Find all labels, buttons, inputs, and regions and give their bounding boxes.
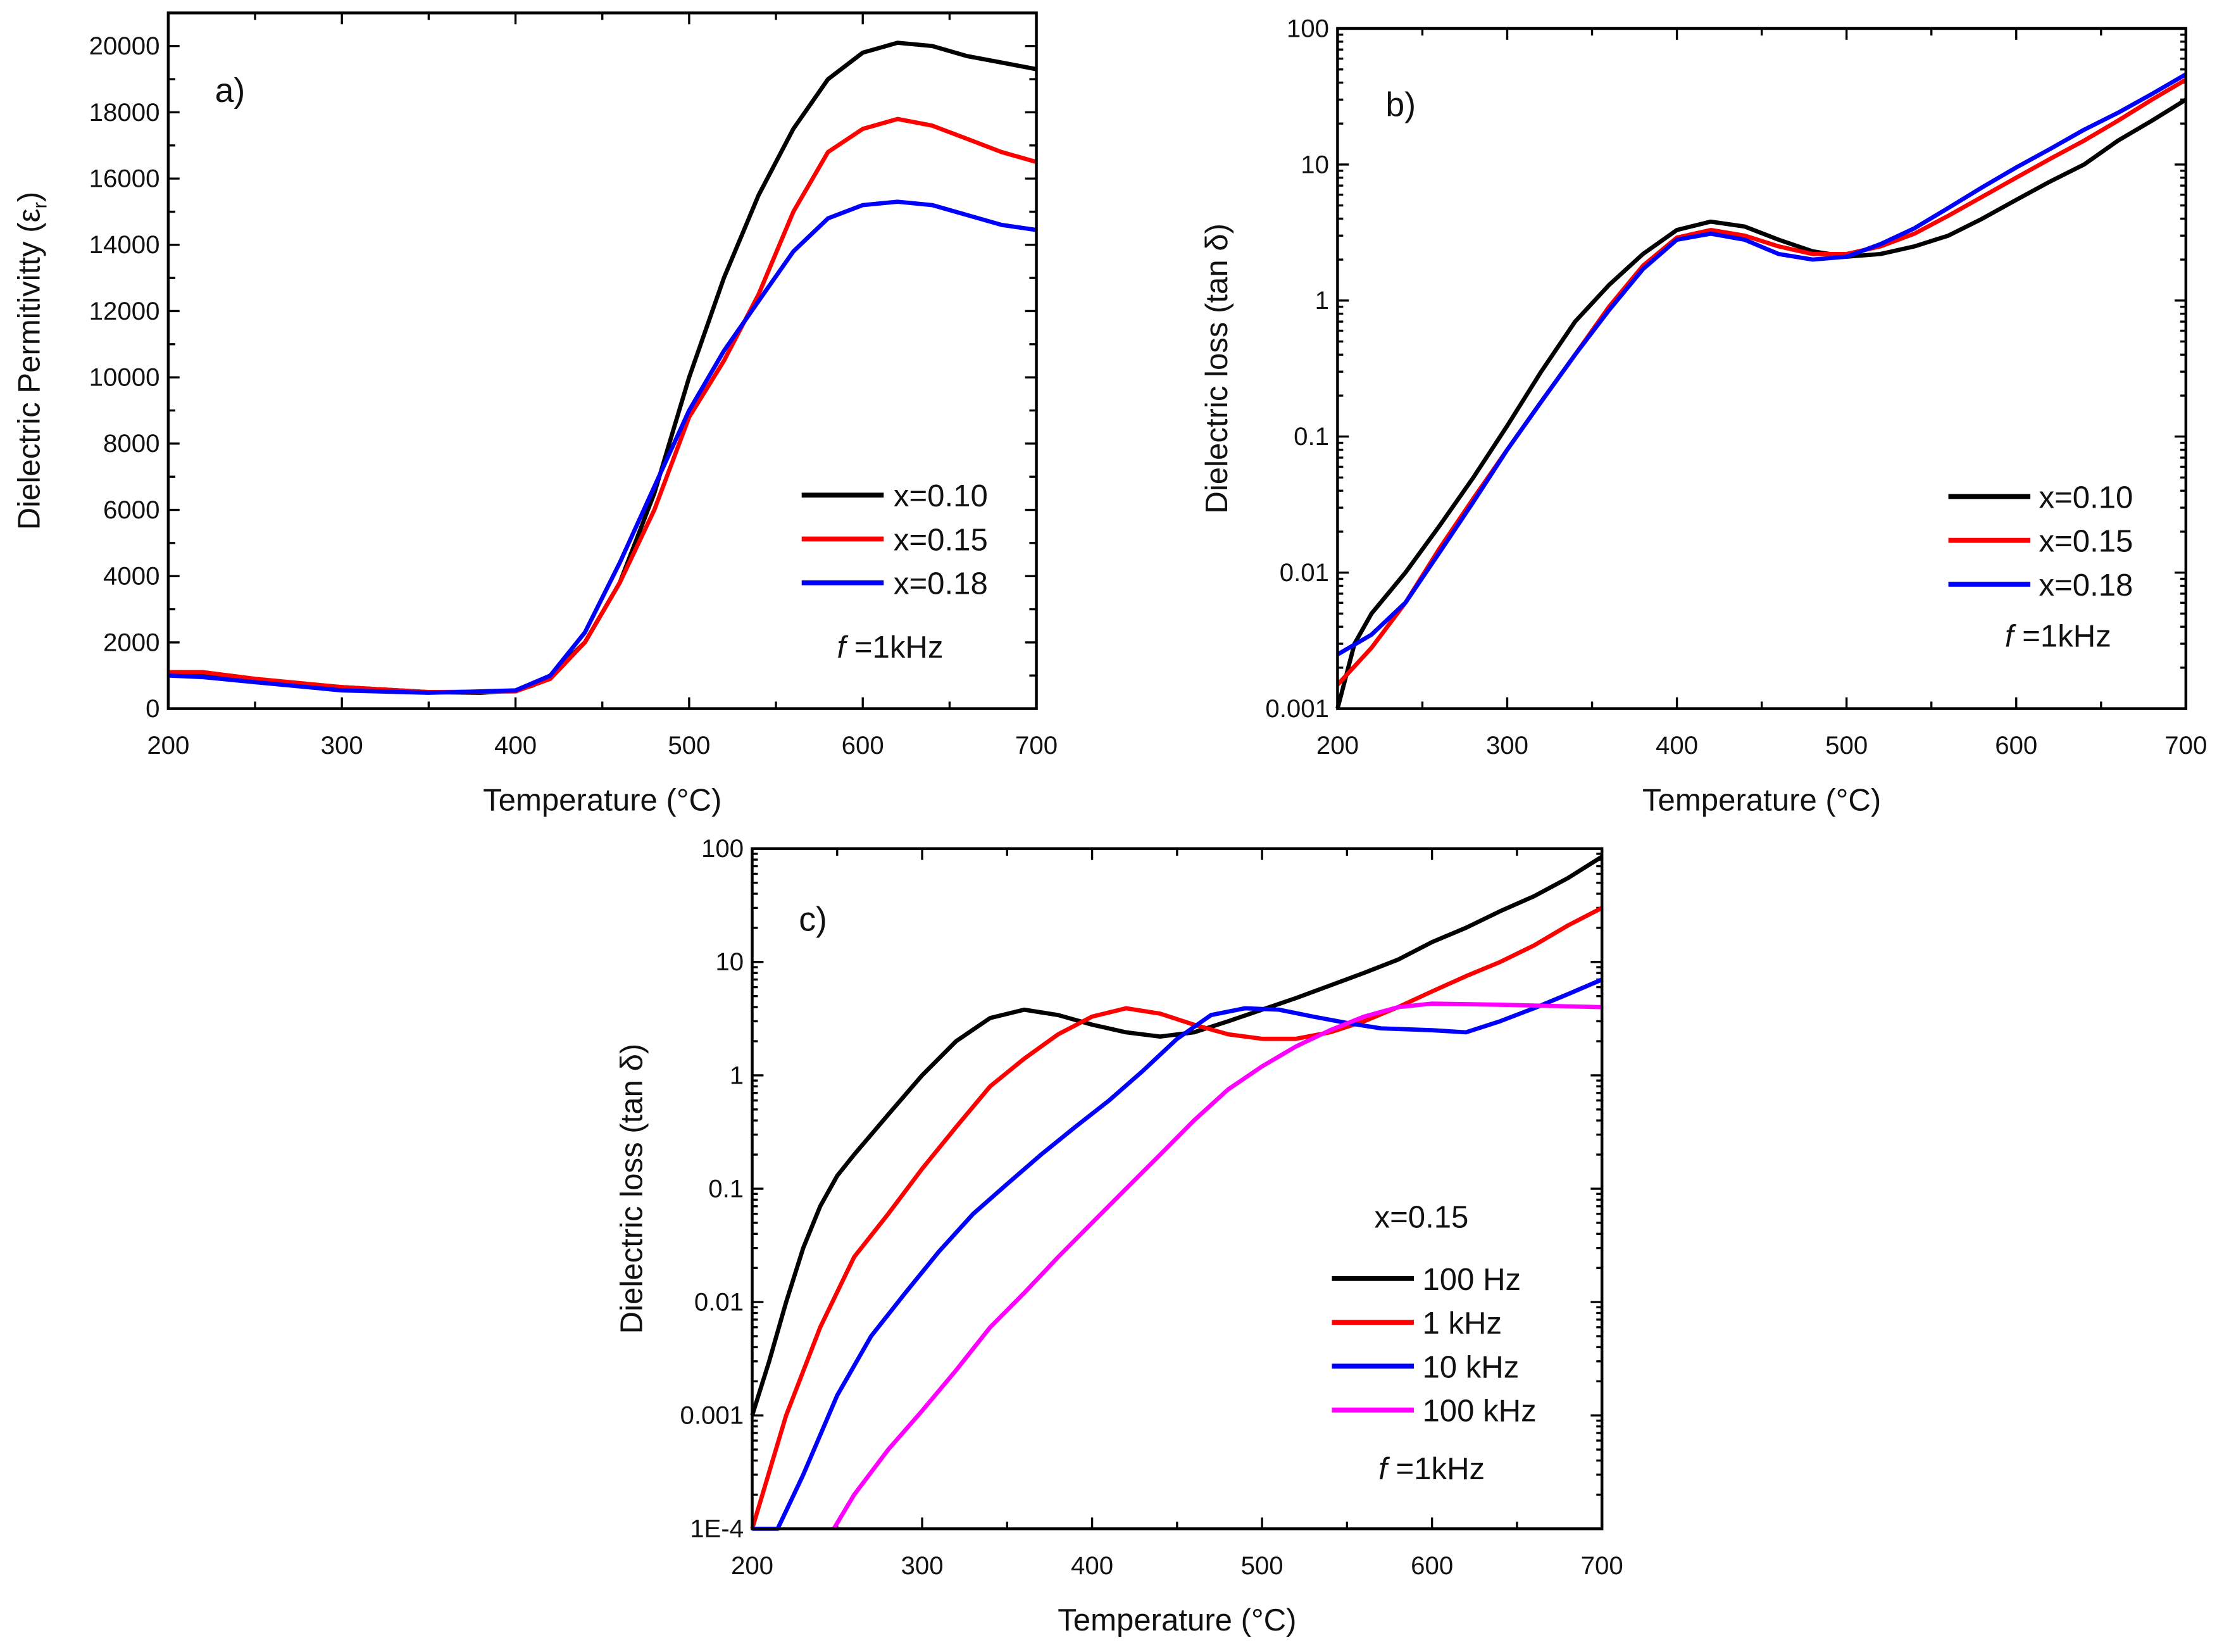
- panel-b-loss-chart: 200 300 400 500 600 700 0.001 0.01 0.1 1 10 100 Temp…: [1200, 14, 2207, 817]
- x-tick-label: 300: [901, 1551, 944, 1580]
- series-line-x-0-15: [168, 116, 1037, 694]
- series-line-x-0-10: [1335, 97, 2187, 710]
- series-line-100-hz: [750, 854, 1603, 1417]
- y-tick-label: 10000: [89, 363, 160, 392]
- y-tick-label: 0: [146, 694, 159, 723]
- y-tick-label: 10: [715, 948, 744, 976]
- legend-label: 100 Hz: [1422, 1263, 1521, 1297]
- legend-title: x=0.15: [1375, 1200, 1469, 1234]
- series-line-1-khz: [750, 906, 1603, 1530]
- x-tick-label: 700: [1015, 731, 1058, 760]
- panel-label: a): [215, 72, 246, 110]
- y-tick-label: 0.01: [694, 1288, 744, 1317]
- panel-c-loss-frequency-chart: 200 300 400 500 600 700 1E-4 0.001 0.01 0.1 1 10 100…: [615, 834, 1623, 1637]
- y-axis-title: Dielectric loss (tan δ): [1200, 223, 1234, 514]
- x-tick-label: 500: [1825, 731, 1868, 760]
- y-tick-label: 0.01: [1280, 558, 1329, 587]
- plot-frame: [166, 11, 1038, 710]
- y-tick-label: 0.001: [1265, 694, 1329, 723]
- y-tick-label: 10: [1301, 150, 1329, 178]
- legend-label: 100 kHz: [1422, 1394, 1536, 1429]
- frequency-annotation: f =1kHz: [2005, 619, 2111, 653]
- plot-frame: [1336, 27, 2188, 710]
- legend-label: x=0.10: [894, 479, 988, 513]
- x-tick-label: 600: [1411, 1551, 1453, 1580]
- x-tick-label: 600: [1995, 731, 2037, 760]
- legend-label: x=0.15: [2039, 525, 2133, 559]
- x-tick-label: 400: [1071, 1551, 1113, 1580]
- legend: x=0.10 x=0.15 x=0.18: [801, 479, 988, 601]
- y-tick-label: 16000: [89, 165, 160, 193]
- frequency-annotation: f =1kHz: [837, 630, 944, 665]
- legend: x=0.15 100 Hz 1 kHz 10 kHz 100 kHz: [1332, 1200, 1537, 1429]
- y-tick-label: 4000: [103, 562, 159, 591]
- y-tick-label: 20000: [89, 32, 160, 60]
- series-line-x-0-18: [168, 199, 1037, 695]
- y-tick-label: 12000: [89, 297, 160, 325]
- series-line-x-0-18: [1336, 72, 2187, 656]
- x-tick-label: 500: [668, 731, 710, 760]
- series-line-100-khz: [832, 1001, 1602, 1530]
- y-tick-label: 8000: [103, 429, 159, 458]
- x-tick-label: 500: [1241, 1551, 1283, 1580]
- legend-label: x=0.15: [894, 523, 988, 557]
- y-tick-label: 14000: [89, 230, 160, 259]
- y-tick-label: 0.1: [708, 1174, 744, 1203]
- x-axis-title: Temperature (°C): [1058, 1603, 1296, 1637]
- legend: x=0.10 x=0.15 x=0.18: [1948, 480, 2133, 603]
- panel-label: c): [799, 900, 827, 938]
- panel-a-permittivity-chart: 200 300 400 500 600 700 0 2000 4000 6000 8000 10000…: [13, 11, 1058, 817]
- panel-label: b): [1385, 86, 1416, 124]
- x-tick-label: 300: [321, 731, 363, 760]
- x-axis-title: Temperature (°C): [483, 783, 721, 817]
- x-tick-label: 200: [147, 731, 189, 760]
- x-tick-label: 400: [494, 731, 537, 760]
- legend-label: x=0.18: [2039, 568, 2133, 603]
- y-tick-label: 6000: [103, 496, 159, 524]
- x-tick-label: 400: [1656, 731, 1698, 760]
- y-tick-label: 100: [1287, 14, 1329, 42]
- x-axis-title: Temperature (°C): [1642, 783, 1881, 817]
- y-axis-title: Dielectric loss (tan δ): [615, 1044, 649, 1334]
- y-tick-label: 0.001: [680, 1401, 744, 1430]
- legend-label: x=0.10: [2039, 480, 2133, 515]
- legend-label: x=0.18: [894, 567, 988, 601]
- x-tick-label: 600: [842, 731, 884, 760]
- y-tick-label: 1: [1315, 286, 1329, 315]
- x-tick-label: 200: [731, 1551, 773, 1580]
- x-tick-label: 700: [2164, 731, 2207, 760]
- plot-frame: [751, 847, 1604, 1530]
- y-tick-label: 1E-4: [690, 1515, 744, 1543]
- y-axis-title: Dielectric Permitivitty (εr): [13, 192, 51, 530]
- y-tick-label: 18000: [89, 98, 160, 127]
- y-tick-label: 2000: [103, 628, 159, 656]
- x-tick-label: 200: [1316, 731, 1359, 760]
- y-tick-label: 100: [701, 834, 744, 863]
- x-tick-label: 700: [1581, 1551, 1623, 1580]
- y-tick-label: 0.1: [1294, 422, 1329, 451]
- series-line-10-khz: [752, 977, 1603, 1531]
- x-tick-label: 300: [1486, 731, 1528, 760]
- frequency-annotation: f =1kHz: [1378, 1452, 1485, 1486]
- y-tick-label: 1: [730, 1061, 744, 1089]
- legend-label: 10 kHz: [1422, 1350, 1519, 1384]
- legend-label: 1 kHz: [1422, 1306, 1502, 1341]
